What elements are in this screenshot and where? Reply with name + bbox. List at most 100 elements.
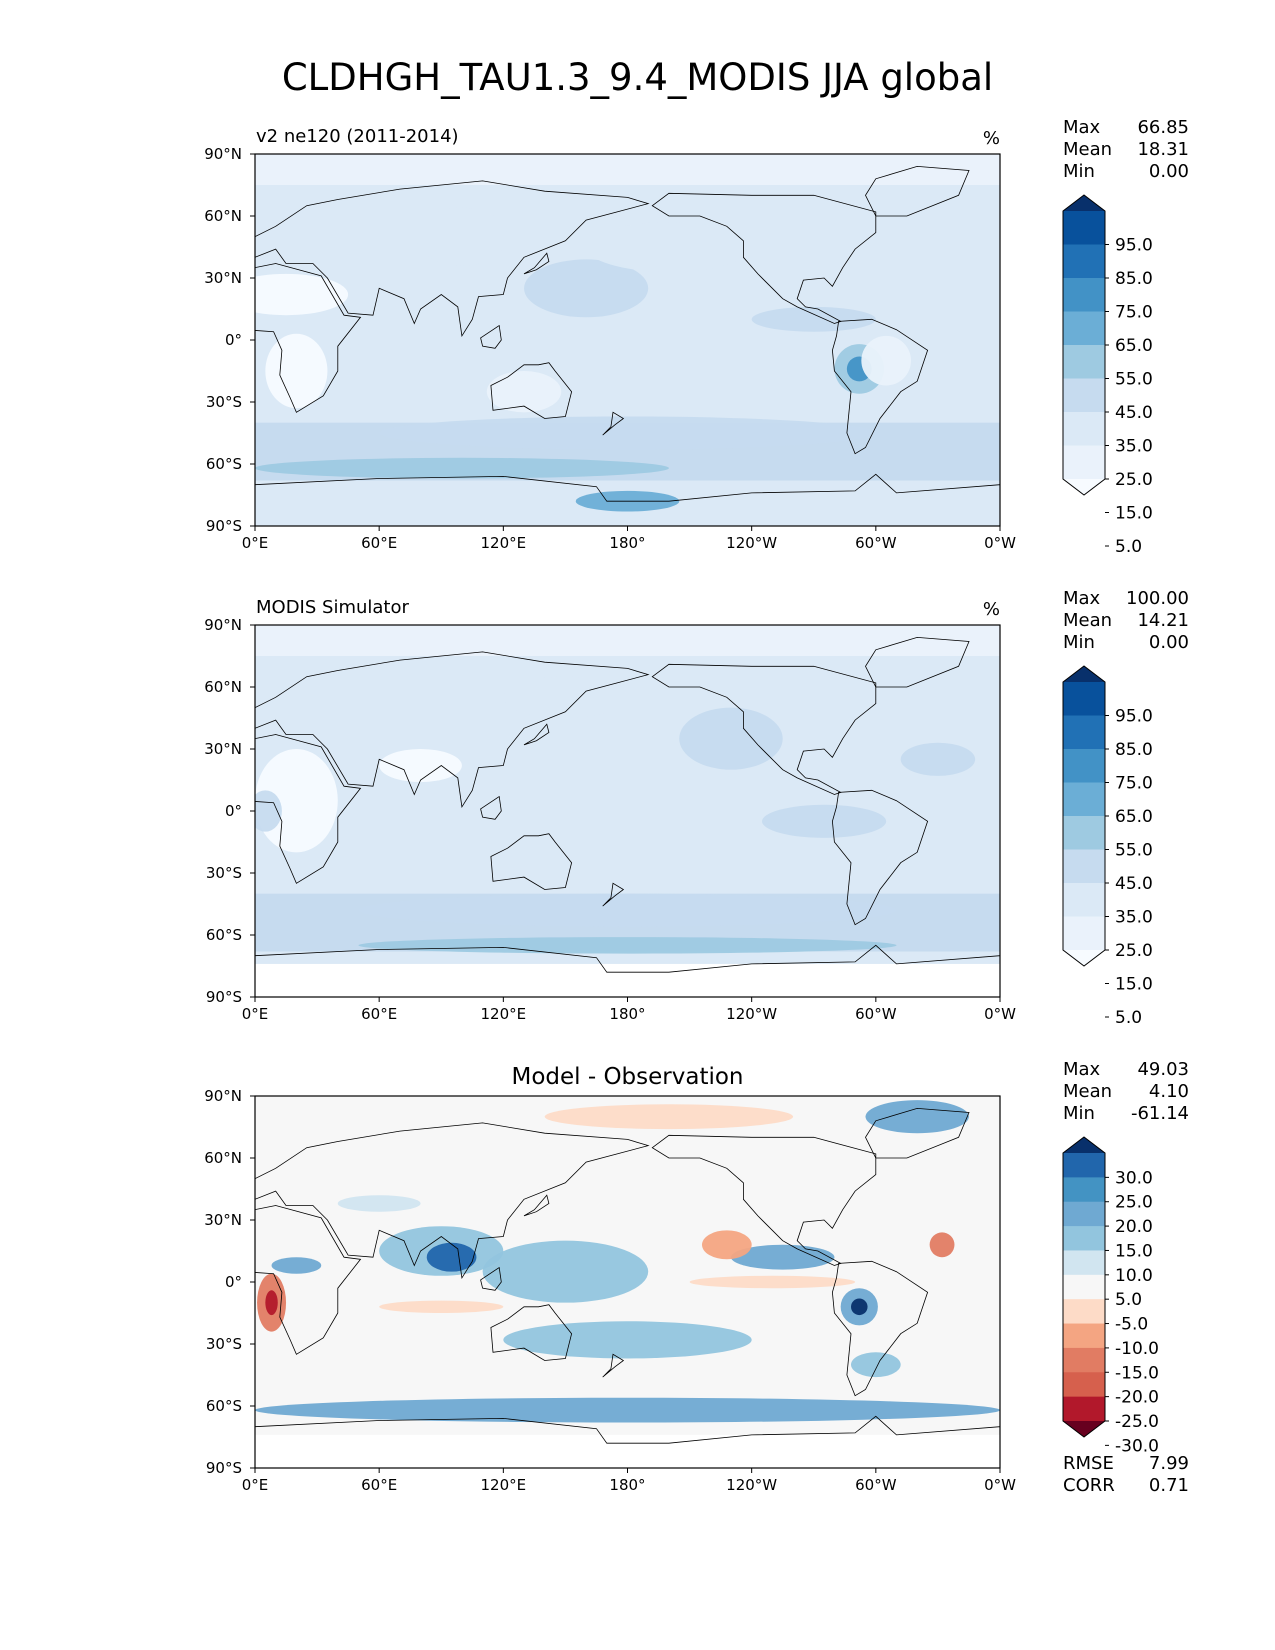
map-panel: 0°E 60°E 120°E 180° 120°W 60°W 0°W 90°N 60°N 30°N… <box>204 588 1189 1028</box>
contour-feature <box>379 1300 504 1314</box>
stat-label: Min <box>1063 161 1095 182</box>
contour-feature <box>851 1352 901 1378</box>
map-panel: 0°E 60°E 120°E 180° 120°W 60°W 0°W 90°N 60°N 30°N… <box>204 117 1189 557</box>
x-tick-label: 180° <box>609 1005 645 1023</box>
y-tick-label: 60°S <box>206 926 242 944</box>
colorbar-label: 15.0 <box>1115 1241 1153 1261</box>
y-tick-label: 30°S <box>206 393 242 411</box>
colorbar-extend-bottom <box>1063 950 1105 966</box>
colorbar-segment <box>1063 849 1105 884</box>
coastline-namerica <box>651 192 877 324</box>
colorbar-segment <box>1063 378 1105 413</box>
x-tick-label: 120°W <box>726 1005 777 1023</box>
colorbar-label: -5.0 <box>1115 1315 1148 1335</box>
contour-feature <box>730 1244 835 1270</box>
x-tick-label: 0°W <box>984 1476 1016 1494</box>
y-tick-label: 60°S <box>206 1397 242 1415</box>
x-tick-label: 0°E <box>242 1476 269 1494</box>
colorbar-segment <box>1063 1372 1105 1398</box>
coastline-nz <box>602 411 625 436</box>
colorbar-extend-bottom <box>1063 1421 1105 1437</box>
missing-data-region <box>255 1434 1000 1468</box>
colorbar-segment <box>1063 715 1105 750</box>
stat-label: Min <box>1063 632 1095 653</box>
stat-label: Mean <box>1063 1081 1112 1102</box>
x-tick-label: 60°W <box>855 1005 897 1023</box>
colorbar-segment <box>1063 1299 1105 1325</box>
contour-feature <box>575 490 680 512</box>
southern-band <box>255 422 1000 481</box>
colorbar-label: 10.0 <box>1115 1266 1153 1286</box>
stat-value: 66.85 <box>1137 117 1189 138</box>
missing-data-region <box>255 963 1000 997</box>
contour-feature <box>358 937 897 954</box>
x-tick-label: 120°E <box>481 534 527 552</box>
colorbar-label: 15.0 <box>1115 975 1153 995</box>
colorbar-label: 25.0 <box>1115 470 1153 490</box>
southern-band <box>255 893 1000 952</box>
contour-feature <box>846 356 872 382</box>
x-tick-label: 0°W <box>984 534 1016 552</box>
coastline-greenland <box>865 1107 970 1159</box>
coastline-nz <box>602 882 625 907</box>
coastline-eurasia <box>255 1122 650 1280</box>
x-tick-label: 60°E <box>361 1476 397 1494</box>
y-tick-label: 30°N <box>204 1211 242 1229</box>
contour-feature <box>255 749 338 853</box>
stat-label: Min <box>1063 1103 1095 1124</box>
contour-feature <box>358 893 897 927</box>
colorbar-label: 95.0 <box>1115 236 1153 256</box>
x-tick-label: 60°E <box>361 1005 397 1023</box>
x-tick-label: 60°W <box>855 534 897 552</box>
contour-feature <box>257 1273 287 1332</box>
colorbar-segment <box>1063 278 1105 312</box>
contour-feature <box>679 707 783 770</box>
colorbar-segment <box>1063 445 1105 480</box>
colorbar-label: 5.0 <box>1115 537 1142 557</box>
metric-value: 0.71 <box>1149 1475 1189 1496</box>
coastline-borneo <box>480 1266 502 1291</box>
y-tick-label: 90°S <box>206 517 242 535</box>
y-tick-label: 30°N <box>204 269 242 287</box>
contour-feature <box>379 416 876 450</box>
colorbar-segment <box>1063 311 1105 346</box>
contour-feature <box>544 1104 794 1130</box>
colorbar-segment <box>1063 782 1105 817</box>
y-tick-label: 90°S <box>206 988 242 1006</box>
contour-feature <box>900 742 976 776</box>
y-tick-label: 30°S <box>206 864 242 882</box>
contour-feature <box>524 259 649 318</box>
coastline-greenland <box>865 165 970 217</box>
contour-feature <box>503 1321 752 1359</box>
coastline-africa <box>255 1205 362 1355</box>
colorbar-segment <box>1063 345 1105 379</box>
contour-feature <box>851 1298 868 1316</box>
coastline-japan <box>523 252 550 275</box>
contour-feature <box>834 344 885 394</box>
colorbar-label: 35.0 <box>1115 908 1153 928</box>
y-tick-label: 90°N <box>204 145 242 163</box>
coastline-namerica <box>651 1134 877 1266</box>
colorbar-segment <box>1063 1177 1105 1203</box>
stat-label: Max <box>1063 588 1101 609</box>
y-tick-label: 0° <box>225 331 242 349</box>
stat-label: Max <box>1063 117 1101 138</box>
coastline-japan <box>523 1194 550 1217</box>
colorbar-label: 5.0 <box>1115 1008 1142 1028</box>
map-field <box>255 625 1000 997</box>
colorbar-label: -10.0 <box>1115 1339 1159 1359</box>
colorbar-segment <box>1063 211 1105 245</box>
stat-label: Mean <box>1063 139 1112 160</box>
contour-feature <box>379 1226 504 1276</box>
polar-band <box>255 154 1000 185</box>
coastline-australia <box>490 362 573 419</box>
contour-feature <box>840 1288 878 1326</box>
contour-feature <box>271 1257 322 1274</box>
map-background <box>255 1096 1000 1468</box>
colorbar-label: 25.0 <box>1115 1193 1153 1213</box>
colorbar-segment <box>1063 916 1105 951</box>
stat-value: 18.31 <box>1137 139 1189 160</box>
map-frame <box>254 1095 1001 1469</box>
colorbar-label: -15.0 <box>1115 1363 1159 1383</box>
colorbar-outline <box>1062 665 1106 967</box>
